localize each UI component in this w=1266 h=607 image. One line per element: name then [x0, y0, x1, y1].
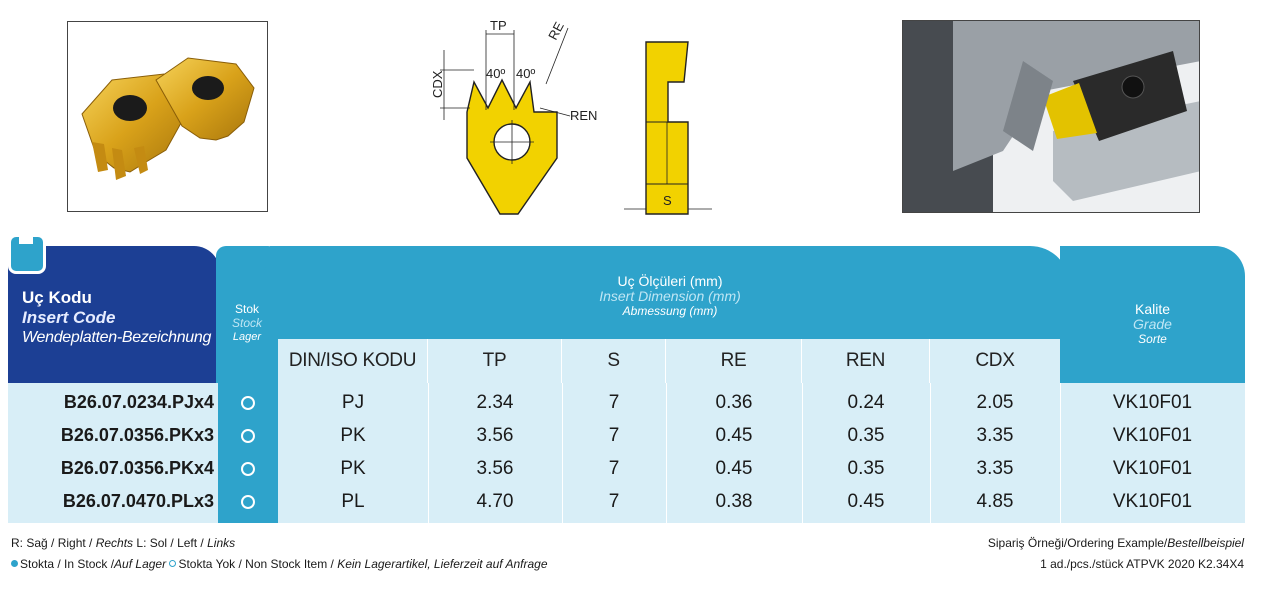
ordering-example-label-de: Bestellbeispiel: [1167, 536, 1244, 550]
insert-code-cell: B26.07.0356.PKx4: [60, 458, 214, 478]
s-cell: 7: [608, 458, 620, 479]
ren-label: REN: [570, 108, 597, 123]
header-code-en: Insert Code: [22, 308, 116, 327]
header-stock-de: Lager: [232, 331, 262, 343]
header-code: Uç Kodu Insert Code Wendeplatten-Bezeich…: [22, 288, 218, 348]
divider: [428, 383, 429, 523]
in-stock-dot-icon: [241, 396, 255, 410]
legend-non-stock-de: Kein Lagerartikel, Lieferzeit auf Anfrag…: [337, 557, 548, 571]
insert-code-cell: B26.07.0470.PLx3: [62, 491, 214, 511]
tp-cell: 4.70: [476, 491, 514, 512]
machining-photo: [902, 20, 1200, 213]
iso-cell: PL: [341, 491, 365, 512]
s-cell: 7: [608, 491, 620, 512]
legend-right-de: Rechts: [95, 536, 134, 550]
header-grade-tr: Kalite: [1134, 301, 1171, 317]
insert-side-drawing: S: [620, 30, 720, 220]
grade-cell: VK10F01: [1112, 491, 1193, 512]
ren-cell: 0.24: [847, 392, 885, 413]
non-stock-circle-icon: [169, 560, 177, 567]
header-dims-en: Insert Dimension (mm): [599, 288, 741, 304]
s-cell: 7: [608, 392, 620, 413]
ordering-example-title: Sipariş Örneği/Ordering Example/Bestellb…: [988, 533, 1244, 554]
insert-front-drawing: TP RE CDX 40º 40º REN: [410, 10, 610, 220]
iso-cell: PK: [340, 425, 366, 446]
divider: [930, 383, 931, 523]
in-stock-dot-icon: [241, 462, 255, 476]
in-stock-dot-icon: [241, 429, 255, 443]
iso-cell: PK: [340, 458, 366, 479]
cdx-cell: 4.85: [976, 491, 1014, 512]
header-dims-de: Abmessung (mm): [622, 304, 718, 318]
col-header-iso: DIN/ISO KODU: [278, 339, 428, 383]
legend-left-de: Links: [207, 536, 236, 550]
insert-table: Uç Kodu Insert Code Wendeplatten-Bezeich…: [8, 232, 1245, 524]
legend-left: L: Sol / Left /: [133, 536, 208, 550]
ordering-example-value: 1 ad./pcs./stück ATPVK 2020 K2.34X4: [1040, 557, 1244, 571]
re-cell: 0.38: [715, 491, 753, 512]
legend-stock: Stokta / In Stock /Auf Lager Stokta Yok …: [11, 554, 548, 575]
re-cell: 0.45: [715, 458, 753, 479]
cdx-cell: 3.35: [976, 425, 1014, 446]
legend-non-stock: Stokta Yok / Non Stock Item /: [178, 557, 338, 571]
tp-cell: 2.34: [476, 392, 514, 413]
header-grade-de: Sorte: [1138, 332, 1167, 346]
header-stock: Stok Stock Lager: [216, 302, 278, 344]
ren-cell: 0.35: [847, 458, 885, 479]
insert-code-cell: B26.07.0234.PJx4: [63, 392, 214, 412]
header-dims-tr: Uç Ölçüleri (mm): [617, 273, 723, 289]
divider: [1060, 383, 1061, 523]
in-stock-dot-icon: [241, 495, 255, 509]
ren-cell: 0.45: [847, 491, 885, 512]
re-cell: 0.45: [715, 425, 753, 446]
column-header-row: DIN/ISO KODU TP S RE REN CDX: [278, 339, 1060, 383]
folder-tab-icon: [8, 234, 46, 274]
angle-right-label: 40º: [516, 66, 535, 81]
legend-in-stock: Stokta / In Stock /: [20, 557, 115, 571]
legend-right: R: Sağ / Right /: [11, 536, 96, 550]
header-stock-tr: Stok: [234, 302, 259, 316]
insert-code-cell: B26.07.0356.PKx3: [60, 425, 214, 445]
iso-cell: PJ: [341, 392, 365, 413]
tp-label: TP: [490, 18, 507, 33]
cdx-cell: 3.35: [976, 458, 1014, 479]
tp-cell: 3.56: [476, 425, 514, 446]
legend-direction: R: Sağ / Right / Rechts L: Sol / Left / …: [11, 533, 548, 554]
code-column-bg: [8, 383, 218, 523]
header-code-tr: Uç Kodu: [22, 288, 92, 307]
tp-cell: 3.56: [476, 458, 514, 479]
data-columns-bg: [278, 383, 1245, 523]
cdx-cell: 2.05: [976, 392, 1014, 413]
divider: [562, 383, 563, 523]
header-dims: Uç Ölçüleri (mm) Insert Dimension (mm) A…: [270, 274, 1070, 319]
legend-in-stock-de: Auf Lager: [114, 557, 167, 571]
legend: R: Sağ / Right / Rechts L: Sol / Left / …: [11, 533, 548, 575]
header-code-de: Wendeplatten-Bezeichnung: [22, 329, 212, 346]
header-grade-panel: [1060, 246, 1245, 383]
header-stock-en: Stock: [231, 316, 262, 330]
re-cell: 0.36: [715, 392, 753, 413]
s-label: S: [663, 193, 672, 208]
col-header-tp: TP: [428, 339, 562, 383]
col-header-cdx: CDX: [930, 339, 1060, 383]
header-grade: Kalite Grade Sorte: [1060, 302, 1245, 347]
insert-photo: [67, 21, 268, 212]
divider: [802, 383, 803, 523]
header-grade-en: Grade: [1133, 316, 1172, 332]
ordering-example: Sipariş Örneği/Ordering Example/Bestellb…: [988, 533, 1244, 575]
grade-cell: VK10F01: [1112, 425, 1193, 446]
cdx-label: CDX: [430, 70, 445, 98]
ordering-example-label: Sipariş Örneği/Ordering Example/: [987, 536, 1168, 550]
col-header-s: S: [562, 339, 666, 383]
ren-cell: 0.35: [847, 425, 885, 446]
in-stock-dot-icon: [11, 560, 18, 567]
divider: [666, 383, 667, 523]
grade-cell: VK10F01: [1112, 392, 1193, 413]
grade-cell: VK10F01: [1112, 458, 1193, 479]
col-header-re: RE: [666, 339, 802, 383]
col-header-ren: REN: [802, 339, 930, 383]
angle-left-label: 40º: [486, 66, 505, 81]
s-cell: 7: [608, 425, 620, 446]
